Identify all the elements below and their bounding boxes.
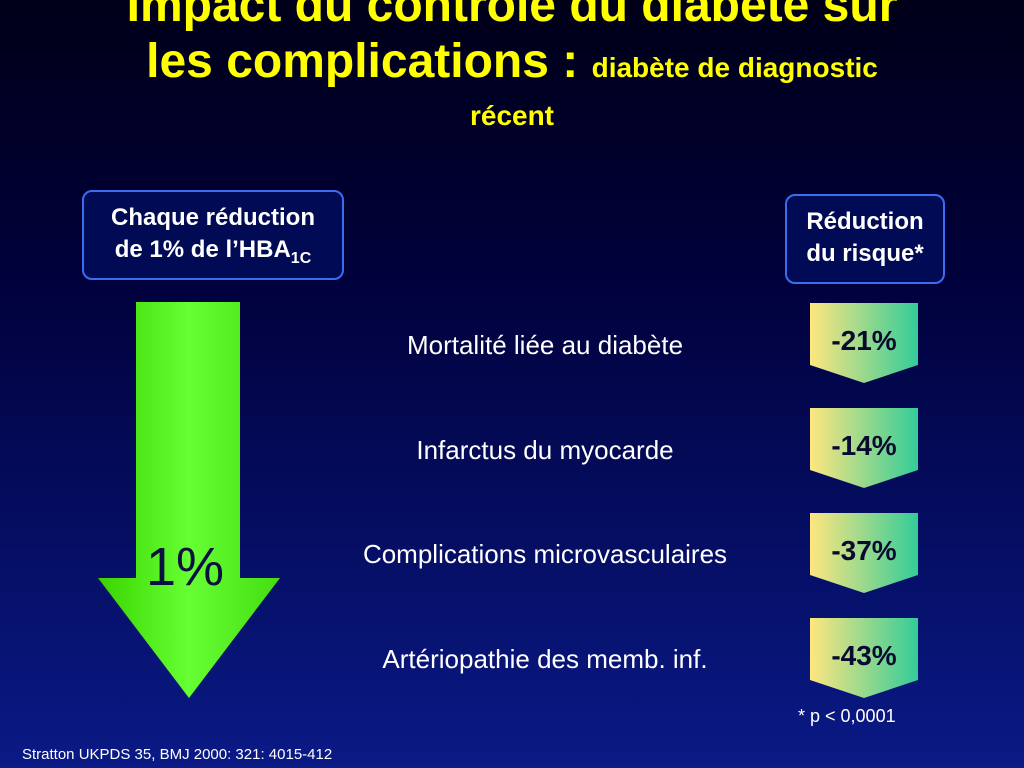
risk-reduction-box: Réduction du risque*	[785, 194, 945, 284]
hba1c-subscript: 1C	[290, 250, 312, 267]
title-main-text: les complications :	[146, 35, 579, 88]
risk-badge-microvascular: -37%	[810, 513, 918, 593]
risk-badge-infarction: -14%	[810, 408, 918, 488]
hba1c-reduction-box: Chaque réduction de 1% de l’HBA1C	[82, 190, 344, 280]
risk-value-microvascular: -37%	[831, 535, 897, 566]
hba1c-box-text: de 1% de l’HBA	[114, 236, 291, 263]
down-arrow-icon	[98, 302, 280, 698]
row-label-microvascular: Complications microvasculaires	[362, 539, 728, 569]
title-subtitle-line: récent	[469, 100, 555, 131]
risk-box-line1: Réduction	[806, 208, 924, 235]
risk-box-line2: du risque*	[806, 240, 924, 267]
risk-badge-arteriopathy: -43%	[810, 618, 918, 698]
hba1c-box-line2: de 1% de l’HBA1C	[84, 234, 342, 275]
source-citation: Stratton UKPDS 35, BMJ 2000: 321: 4015-4…	[22, 746, 333, 763]
arrow-label: 1%	[146, 537, 225, 597]
title-subtitle-inline: diabète de diagnostic	[591, 52, 878, 83]
hba1c-box-line1: Chaque réduction	[110, 204, 315, 231]
risk-badge-mortality: -21%	[810, 303, 918, 383]
slide-title: Impact du contrôle du diabète sur les co…	[0, 0, 1024, 136]
significance-footnote: * p < 0,0001	[798, 706, 896, 726]
row-label-infarction: Infarctus du myocarde	[416, 435, 674, 465]
title-line-2: les complications : diabète de diagnosti…	[0, 34, 1024, 96]
risk-value-infarction: -14%	[831, 430, 897, 461]
risk-value-arteriopathy: -43%	[831, 640, 897, 671]
title-line-1: Impact du contrôle du diabète sur	[126, 0, 898, 32]
row-label-mortality: Mortalité liée au diabète	[406, 330, 684, 360]
row-label-arteriopathy: Artériopathie des memb. inf.	[382, 644, 708, 674]
risk-value-mortality: -21%	[831, 325, 897, 356]
